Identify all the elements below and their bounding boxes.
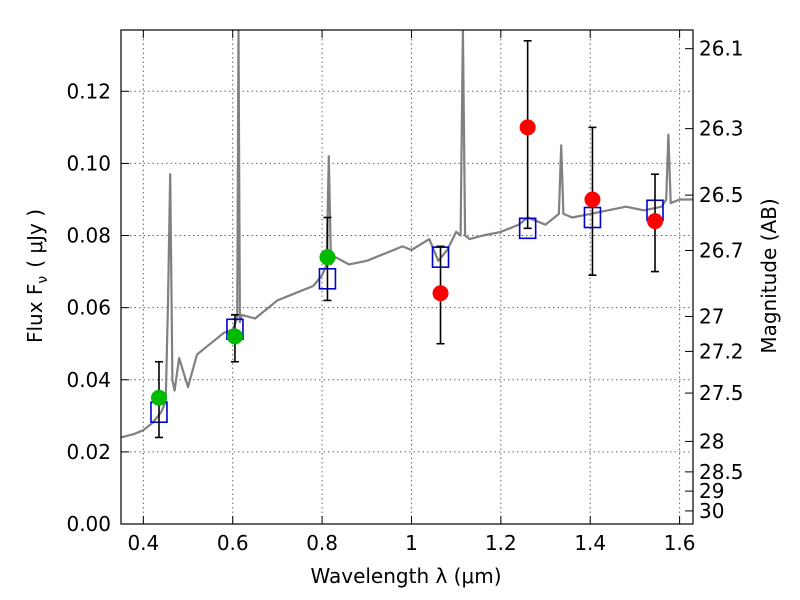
right-tick-label: 30: [699, 499, 724, 523]
x-tick-label: 0.4: [127, 531, 159, 555]
right-tick-label: 27.2: [699, 339, 744, 363]
observed-flux-point: [319, 249, 336, 266]
observed-flux-point: [519, 119, 536, 136]
y-tick-label: 0.02: [66, 440, 111, 464]
spectrum-line: [121, 30, 693, 439]
right-tick-label: 26.5: [699, 183, 744, 207]
x-tick-label: 1.4: [574, 531, 606, 555]
x-tick-label: 1.6: [664, 531, 696, 555]
y-axis-right-label: Magnitude (AB): [757, 198, 781, 353]
x-tick-label: 1.2: [485, 531, 517, 555]
y-tick-label: 0.08: [66, 224, 111, 248]
right-tick-label: 27.5: [699, 381, 744, 405]
observed-flux-point: [647, 213, 664, 230]
observed-flux-point: [432, 285, 449, 302]
right-tick-label: 26.7: [699, 238, 744, 262]
x-tick-label: 0.8: [306, 531, 338, 555]
right-tick-label: 26.1: [699, 37, 744, 61]
series-layer: [121, 30, 693, 439]
y-axis-left-label: Flux Fν ( μJy ): [23, 209, 51, 343]
y-tick-label: 0.00: [66, 512, 111, 536]
series-group: [121, 30, 693, 439]
observed-flux-point: [584, 191, 601, 208]
y-tick-label: 0.10: [66, 151, 111, 175]
x-axis-label: Wavelength λ (μm): [310, 564, 501, 588]
y-axis-left-label-sub: ν: [35, 276, 51, 284]
axis-layer: 0.4 0.6 0.8 1 1.2 1.4 1.6 0.00 0.02 0.04 0.06 0.08 0…: [66, 30, 744, 555]
y-tick-label: 0.04: [66, 368, 111, 392]
right-tick-label: 27: [699, 305, 724, 329]
observed-flux-point: [226, 328, 243, 345]
y-tick-label: 0.06: [66, 296, 111, 320]
grid-layer: [121, 30, 693, 525]
right-tick-label: 29: [699, 479, 724, 503]
y-axis-left-label-unit: ( μJy ): [23, 209, 47, 268]
right-tick-label: 28.5: [699, 460, 744, 484]
plot-frame: [120, 29, 694, 525]
right-tick-label: 26.3: [699, 117, 744, 141]
y-axis-left-label-main: Flux F: [23, 284, 47, 343]
x-tick-label: 1: [405, 531, 418, 555]
right-tick-label: 28: [699, 429, 724, 453]
observed-flux-point: [150, 389, 167, 406]
x-tick-label: 0.6: [217, 531, 249, 555]
y-tick-label: 0.12: [66, 79, 111, 103]
